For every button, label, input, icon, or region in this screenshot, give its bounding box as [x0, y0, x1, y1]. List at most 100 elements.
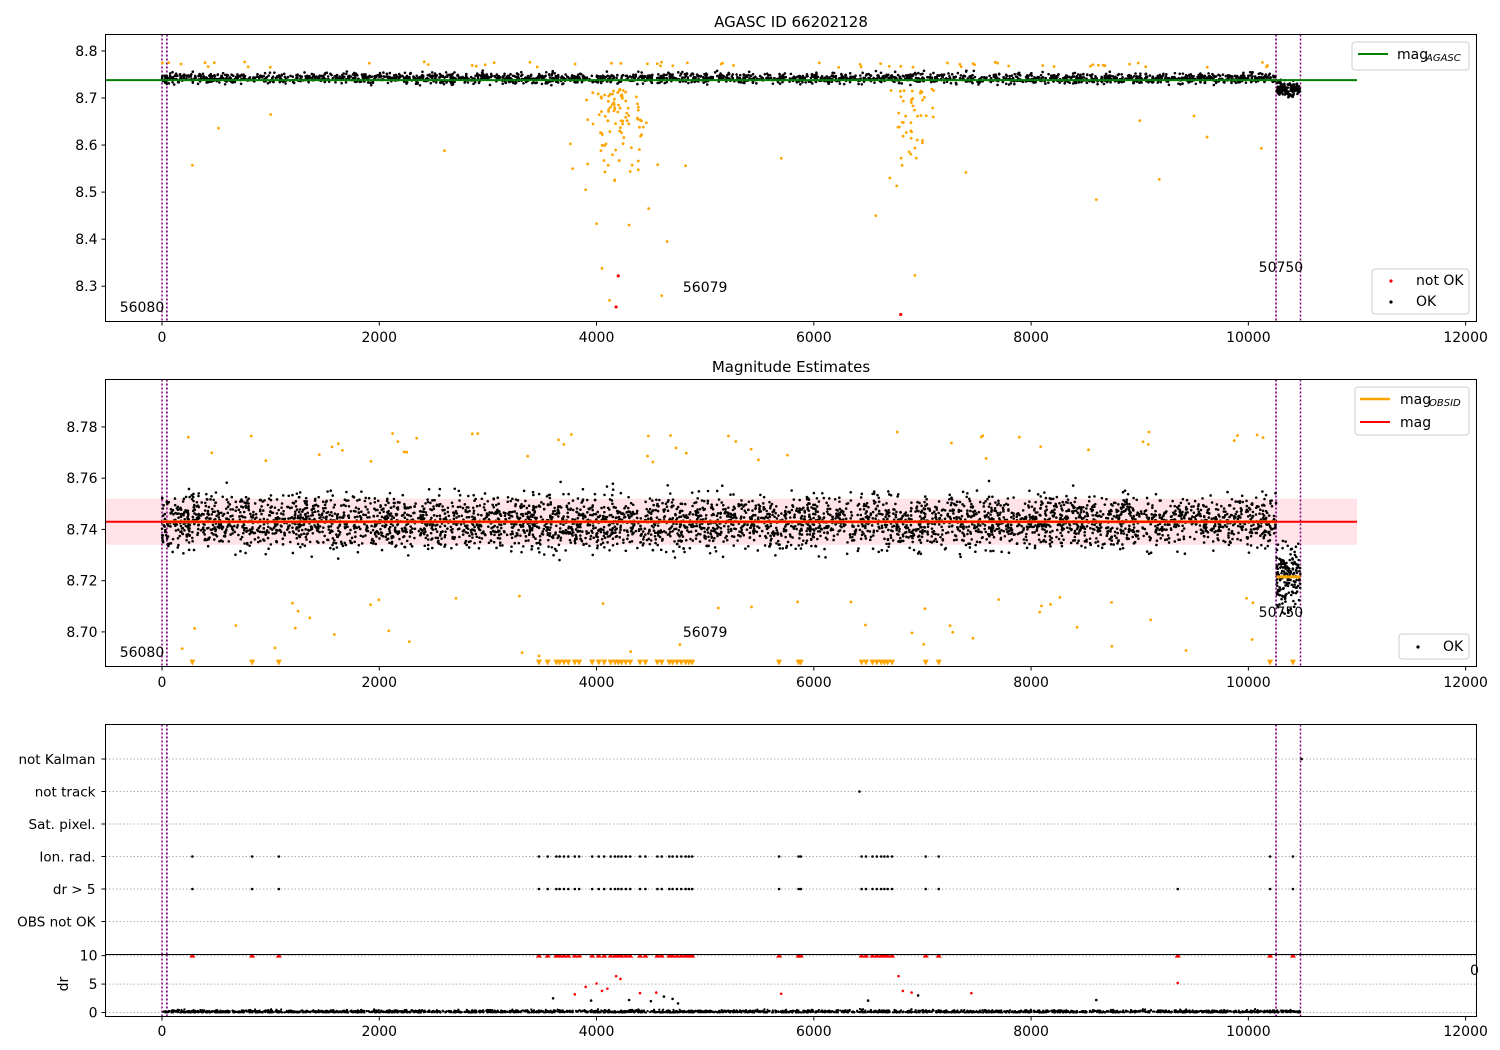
ok-point: [935, 508, 939, 511]
ok-point: [896, 495, 899, 498]
ok-point: [208, 74, 211, 78]
ok-point: [996, 511, 999, 515]
ok-point: [246, 499, 249, 502]
flagged-point: [959, 65, 963, 69]
ok-point: [1211, 540, 1215, 543]
ok-point: [190, 72, 193, 76]
ok-point: [1193, 499, 1197, 503]
ok-point: [864, 537, 868, 540]
ok-point: [864, 504, 868, 507]
ok-point: [1129, 514, 1133, 517]
ok-point: [1088, 74, 1092, 77]
flagged-point: [528, 60, 532, 64]
ok-point: [1015, 75, 1019, 79]
ok-point: [696, 75, 700, 78]
ok-point: [527, 510, 530, 514]
ok-point: [228, 503, 232, 506]
ok-point: [185, 77, 188, 80]
ok-point: [515, 72, 519, 75]
ok-point: [1193, 537, 1196, 541]
ok-point: [663, 81, 667, 85]
ok-point: [268, 71, 272, 74]
flagged-point: [931, 115, 935, 119]
ok-point: [846, 501, 850, 505]
ok-point: [1033, 531, 1036, 534]
ok-point: [1207, 72, 1210, 75]
ok-point: [168, 74, 172, 78]
ok-point: [893, 70, 897, 74]
ok-point: [344, 81, 348, 84]
ok-point: [942, 81, 946, 84]
ok-point: [280, 502, 284, 505]
ok-point: [720, 74, 724, 77]
ok-point: [1132, 514, 1136, 518]
flagged-point: [621, 88, 625, 92]
ok-point: [902, 75, 906, 78]
ok-point: [948, 74, 951, 78]
ok-point: [527, 504, 531, 508]
ok-point: [373, 507, 376, 511]
ok-point: [656, 509, 660, 513]
ok-point: [1057, 72, 1060, 76]
ok-point: [530, 81, 534, 85]
ok-point: [225, 507, 228, 510]
ok-point: [840, 75, 843, 79]
ok-point: [756, 549, 760, 552]
ok-point: [351, 76, 355, 80]
ok-point: [1083, 527, 1087, 531]
ok-point: [357, 525, 361, 529]
ok-point: [259, 539, 262, 543]
ok-point: [236, 73, 239, 76]
flagged-point: [599, 131, 602, 135]
ok-point: [434, 81, 438, 84]
ok-point: [759, 510, 763, 513]
flagged-point: [636, 159, 640, 163]
ok-point: [1079, 511, 1083, 514]
flagged-point: [571, 167, 575, 170]
ok-point: [871, 510, 875, 514]
ok-point: [1120, 531, 1123, 535]
ok-point: [1007, 83, 1011, 86]
ok-point: [1201, 531, 1205, 534]
ok-point: [539, 515, 543, 519]
ok-point: [1107, 75, 1111, 79]
flagged-point: [160, 61, 164, 65]
ok-point: [860, 82, 864, 86]
flagged-point: [915, 138, 919, 142]
ok-point: [815, 73, 818, 76]
ok-point: [1202, 515, 1206, 518]
ok-point: [1120, 524, 1123, 528]
flagged-point: [1205, 65, 1209, 69]
ok-point: [1248, 70, 1252, 74]
ok-point: [304, 496, 308, 500]
ok-point: [385, 499, 389, 503]
ok-point: [1055, 528, 1059, 532]
ok-point: [1138, 515, 1141, 518]
ok-point: [771, 82, 775, 85]
ok-point: [443, 533, 447, 537]
ok-point: [805, 533, 809, 536]
ok-point: [295, 508, 299, 511]
flagged-point: [610, 61, 613, 65]
ok-point: [172, 513, 175, 516]
ok-point: [849, 75, 852, 79]
flagged-point: [191, 163, 194, 167]
ok-point: [781, 547, 785, 550]
ok-point: [639, 527, 643, 531]
ok-point: [997, 499, 1000, 503]
ok-point: [596, 538, 600, 542]
ok-point: [611, 515, 615, 519]
ok-point: [1154, 531, 1158, 534]
ok-point: [1074, 81, 1078, 85]
ok-point: [1249, 534, 1253, 538]
ok-point: [1063, 76, 1067, 79]
ok-point: [1127, 74, 1130, 78]
ok-point: [774, 511, 777, 515]
flagged-point: [904, 114, 908, 118]
ok-point: [201, 72, 205, 76]
ok-point: [1037, 75, 1041, 79]
ok-point: [388, 71, 392, 75]
ok-point: [1129, 505, 1132, 509]
ok-point: [1035, 528, 1039, 532]
ok-point: [692, 75, 696, 79]
